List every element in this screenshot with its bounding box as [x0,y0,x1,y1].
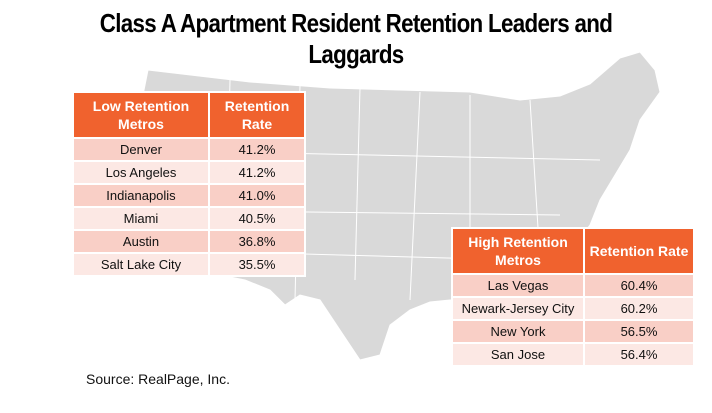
table-row: San Jose 56.4% [451,342,695,367]
metro-cell: Salt Lake City [72,252,210,277]
low-retention-table: Low Retention Metros Retention Rate Denv… [72,91,306,277]
metro-cell: New York [451,319,585,344]
table-row: Los Angeles 41.2% [72,160,306,185]
rate-cell: 41.2% [208,160,306,185]
table-row: New York 56.5% [451,319,695,344]
table-header: Low Retention Metros Retention Rate [72,91,306,139]
header-rate: Retention Rate [583,227,695,275]
header-metros: Low Retention Metros [72,91,210,139]
table-row: Newark-Jersey City 60.2% [451,296,695,321]
table-row: Las Vegas 60.4% [451,273,695,298]
rate-cell: 60.2% [583,296,695,321]
header-rate: Retention Rate [208,91,306,139]
source-note: Source: RealPage, Inc. [86,371,230,387]
metro-cell: Indianapolis [72,183,210,208]
metro-cell: Denver [72,137,210,162]
rate-cell: 40.5% [208,206,306,231]
rate-cell: 60.4% [583,273,695,298]
table-row: Miami 40.5% [72,206,306,231]
rate-cell: 56.5% [583,319,695,344]
page-title: Class A Apartment Resident Retention Lea… [99,8,613,69]
rate-cell: 36.8% [208,229,306,254]
high-retention-table: High Retention Metros Retention Rate Las… [451,227,695,367]
table-header: High Retention Metros Retention Rate [451,227,695,275]
header-metros: High Retention Metros [451,227,585,275]
table-row: Austin 36.8% [72,229,306,254]
metro-cell: San Jose [451,342,585,367]
metro-cell: Newark-Jersey City [451,296,585,321]
table-row: Denver 41.2% [72,137,306,162]
table-row: Salt Lake City 35.5% [72,252,306,277]
table-row: Indianapolis 41.0% [72,183,306,208]
rate-cell: 35.5% [208,252,306,277]
metro-cell: Austin [72,229,210,254]
metro-cell: Los Angeles [72,160,210,185]
rate-cell: 41.0% [208,183,306,208]
metro-cell: Miami [72,206,210,231]
rate-cell: 41.2% [208,137,306,162]
metro-cell: Las Vegas [451,273,585,298]
rate-cell: 56.4% [583,342,695,367]
